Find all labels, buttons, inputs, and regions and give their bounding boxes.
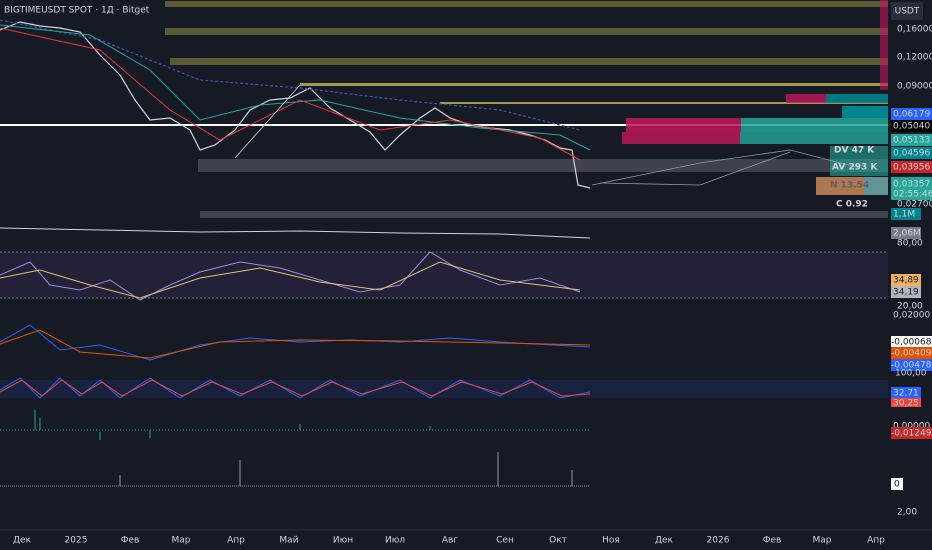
macd-signal <box>0 329 591 359</box>
volume-line <box>0 227 591 239</box>
axis-label: 80,00 <box>897 239 923 249</box>
time-label: Ноя <box>602 536 620 546</box>
volume-spikes <box>119 452 573 486</box>
stoch-k <box>0 377 591 399</box>
time-label: Окт <box>549 536 567 546</box>
axis-label: 0,12000 <box>897 53 932 63</box>
time-label: Июл <box>385 536 405 546</box>
axis-label: 0,05133 <box>893 136 930 146</box>
rsi <box>0 251 581 301</box>
time-label: Дек <box>13 536 32 546</box>
volume-profile <box>622 0 888 195</box>
axis-label: 0,02000 <box>893 311 930 321</box>
axis-label: 0,05040 <box>893 122 930 132</box>
axis-label: 0,00000 <box>893 422 930 432</box>
axis-label: 2,06M <box>893 229 921 239</box>
axis-label: 2,00 <box>897 508 917 518</box>
axis-label: 0,03956 <box>893 163 930 173</box>
axis-label: 0 <box>894 480 900 490</box>
profile-label: N 13.54 <box>830 181 869 191</box>
currency: USDT <box>895 7 920 17</box>
profile-label: DV 47 K <box>834 146 875 156</box>
time-label: Фев <box>121 536 140 546</box>
axis-label: 34,19 <box>893 288 919 298</box>
profile-label: C 0.92 <box>836 200 868 210</box>
profile-labels: DV 47 K AV 293 K N 13.54 C 0.92 <box>812 146 878 210</box>
time-label: Дек <box>655 536 674 546</box>
time-label: 2025 <box>65 536 88 546</box>
axis-label: 100,00 <box>895 369 927 379</box>
axis-label: -0,00478 <box>891 361 932 371</box>
axis-label: 34,89 <box>893 276 919 286</box>
macd <box>0 324 591 361</box>
time-label: Май <box>279 536 298 546</box>
title: BIGTIMEUSDT SPOT · 1Д · Bitget <box>4 6 150 16</box>
time-label: Июн <box>333 536 353 546</box>
time-label: 2026 <box>707 536 730 546</box>
time-label: Апр <box>227 536 245 546</box>
time-label: Апр <box>867 536 885 546</box>
profile-label: AV 293 K <box>832 163 878 173</box>
axis-label: 02:55:46 <box>893 190 932 200</box>
axis-label: 0,03357 <box>893 180 930 190</box>
time-label: Мар <box>813 536 832 546</box>
axis-label: 0,02700 <box>897 200 932 210</box>
price-lines <box>0 19 861 189</box>
axis-label: 30,25 <box>893 399 919 409</box>
stoch-d <box>0 379 591 397</box>
axis-labels: 0,16000 0,12000 0,09000 0,06179 0,05040 … <box>891 25 932 518</box>
rsi-band <box>0 252 888 298</box>
axis-label: 0,06179 <box>893 110 930 120</box>
axis-label: 1,1M <box>893 210 915 220</box>
time-label: Авг <box>442 536 458 546</box>
osc-bars <box>34 410 431 440</box>
currency-box <box>891 2 923 20</box>
time-axis: Дек 2025 Фев Мар Апр Май Июн Июл Авг Сен… <box>13 536 885 546</box>
time-label: Сен <box>496 536 514 546</box>
axis-label: -0,01249 <box>891 429 932 439</box>
zones <box>0 1 888 218</box>
time-label: Фев <box>763 536 782 546</box>
axis-label: 32,71 <box>893 389 919 399</box>
axis-label: -0,00068 <box>891 338 932 348</box>
axis-label: -0,00409 <box>891 349 932 359</box>
axis-label: 0,09000 <box>897 82 932 92</box>
axis-label: 0,04596 <box>893 149 930 159</box>
stoch-band <box>0 380 888 398</box>
rsi-ma <box>0 261 581 299</box>
axis-label: 20,00 <box>897 302 923 312</box>
axis-label: 0,16000 <box>897 25 932 35</box>
time-label: Мар <box>172 536 191 546</box>
